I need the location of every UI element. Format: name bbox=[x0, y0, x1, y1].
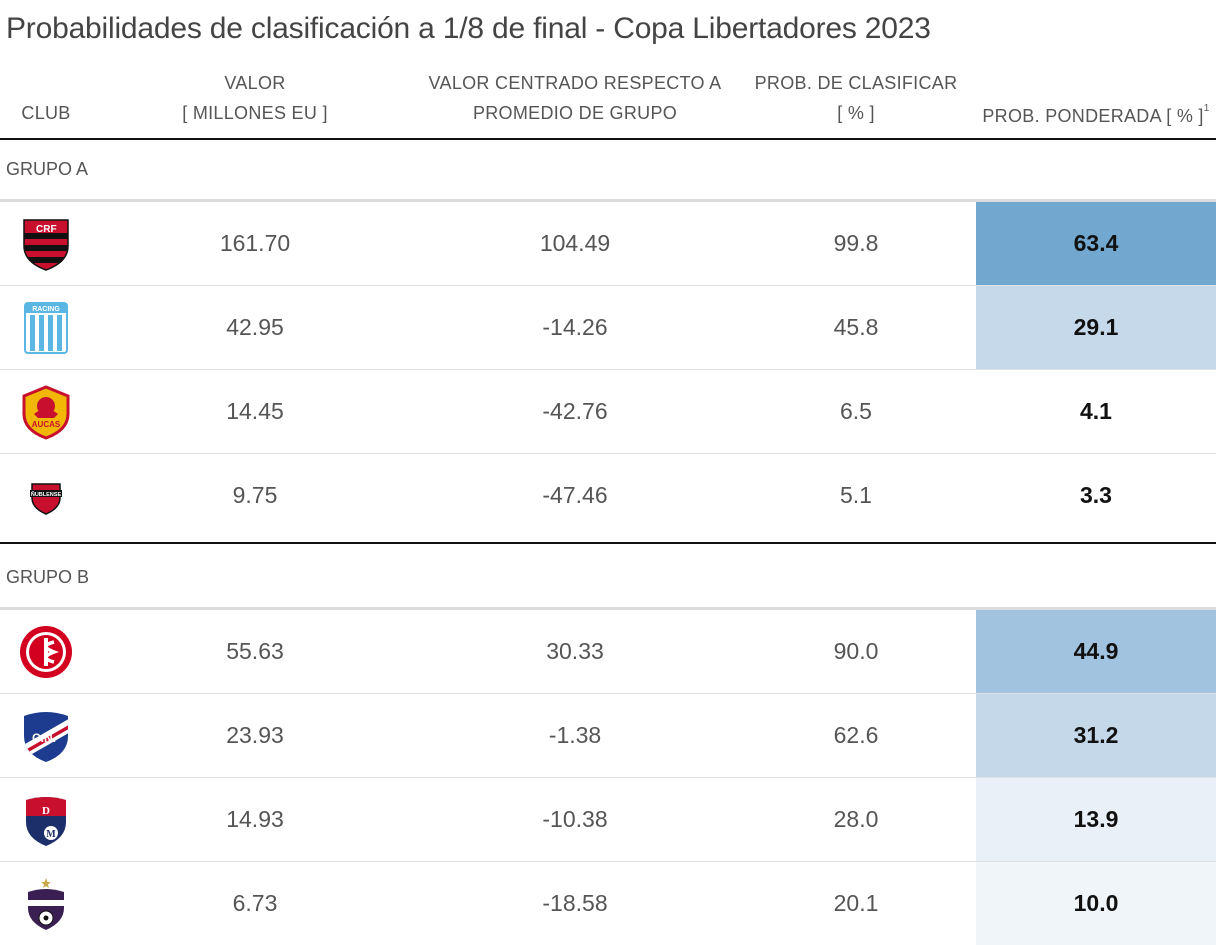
prob-cell: 6.5 bbox=[840, 398, 872, 424]
valor-cell: 14.93 bbox=[226, 806, 284, 832]
valor-cell: 161.70 bbox=[219, 230, 291, 256]
prob-cell: 90.0 bbox=[833, 638, 879, 664]
svg-text:D: D bbox=[42, 805, 50, 817]
flamengo-logo: CRF bbox=[18, 216, 74, 272]
centrado-cell: -18.58 bbox=[542, 890, 608, 916]
ponderada-shade bbox=[976, 202, 1216, 285]
ponderada-cell: 63.4 bbox=[1073, 230, 1119, 256]
header-valor-line1: VALOR bbox=[224, 73, 286, 93]
prob-cell: 20.1 bbox=[833, 890, 879, 916]
prob-cell: 28.0 bbox=[833, 806, 879, 832]
header-prob-line2: [ % ] bbox=[837, 103, 875, 123]
footnote-mark: 1 bbox=[1203, 103, 1210, 114]
table-row: 55.63 30.33 90.0 44.9 bbox=[0, 610, 1216, 694]
group-rule bbox=[0, 607, 1216, 610]
ponderada-cell: 13.9 bbox=[1073, 806, 1119, 832]
centrado-cell: 104.49 bbox=[539, 230, 611, 256]
ponderada-cell: 10.0 bbox=[1073, 890, 1119, 916]
table-row: RACING 42.95 -14.26 45.8 29.1 bbox=[0, 286, 1216, 370]
valor-cell: 23.93 bbox=[226, 722, 284, 748]
centrado-cell: -14.26 bbox=[542, 314, 608, 340]
centrado-cell: -47.46 bbox=[542, 482, 608, 508]
ponderada-shade bbox=[976, 370, 1216, 453]
table-row: AUCAS 14.45 -42.76 6.5 4.1 bbox=[0, 370, 1216, 454]
table-row: C.N. 23.93 -1.38 62.6 31.2 bbox=[0, 694, 1216, 778]
valor-cell: 42.95 bbox=[226, 314, 284, 340]
header-rule bbox=[0, 138, 1216, 140]
group-rule bbox=[0, 199, 1216, 202]
header-centrado-line1: VALOR CENTRADO RESPECTO A bbox=[428, 73, 722, 93]
svg-text:ÑUBLENSE: ÑUBLENSE bbox=[31, 491, 62, 498]
header-prob-line1: PROB. DE CLASIFICAR bbox=[754, 73, 958, 93]
prob-cell: 99.8 bbox=[833, 230, 879, 256]
group-label: GRUPO A bbox=[6, 159, 89, 179]
ponderada-cell: 44.9 bbox=[1073, 638, 1119, 664]
valor-cell: 6.73 bbox=[232, 890, 278, 916]
prob-cell: 5.1 bbox=[840, 482, 872, 508]
centrado-cell: 30.33 bbox=[546, 638, 604, 664]
valor-cell: 9.75 bbox=[232, 482, 278, 508]
prob-cell: 62.6 bbox=[833, 722, 879, 748]
ponderada-cell: 3.3 bbox=[1080, 482, 1112, 508]
ponderada-shade bbox=[976, 286, 1216, 369]
svg-text:CRF: CRF bbox=[36, 224, 57, 235]
svg-text:C.N.: C.N. bbox=[32, 731, 56, 745]
ponderada-cell: 31.2 bbox=[1073, 722, 1119, 748]
page-title: Probabilidades de clasificación a 1/8 de… bbox=[6, 12, 931, 45]
header-ponderada-label: PROB. PONDERADA [ % ] bbox=[982, 106, 1204, 126]
ponderada-shade bbox=[976, 778, 1216, 861]
table-row: D M 14.93 -10.38 28.0 13.9 bbox=[0, 778, 1216, 862]
svg-text:M: M bbox=[46, 829, 56, 840]
header-ponderada: PROB. PONDERADA [ % ]1 bbox=[976, 98, 1216, 131]
table-row: 6.73 -18.58 20.1 10.0 bbox=[0, 862, 1216, 945]
valor-cell: 14.45 bbox=[226, 398, 284, 424]
group-label: GRUPO B bbox=[6, 567, 90, 587]
ponderada-shade bbox=[976, 454, 1216, 537]
valor-cell: 55.63 bbox=[226, 638, 284, 664]
prob-cell: 45.8 bbox=[833, 314, 879, 340]
ponderada-shade bbox=[976, 610, 1216, 693]
header-valor-line2: [ MILLONES EU ] bbox=[182, 103, 328, 123]
racing-logo: RACING bbox=[18, 300, 74, 356]
header-club: CLUB bbox=[21, 103, 71, 123]
table-row: ÑUBLENSE 9.75 -47.46 5.1 3.3 bbox=[0, 454, 1216, 537]
svg-text:AUCAS: AUCAS bbox=[32, 420, 61, 429]
metropolitanos-logo bbox=[18, 876, 74, 932]
table-row: CRF 161.70 104.49 99.8 63.4 bbox=[0, 202, 1216, 286]
centrado-cell: -10.38 bbox=[542, 806, 608, 832]
ponderada-cell: 4.1 bbox=[1080, 398, 1112, 424]
ponderada-cell: 29.1 bbox=[1073, 314, 1119, 340]
centrado-cell: -42.76 bbox=[542, 398, 608, 424]
nublense-logo: ÑUBLENSE bbox=[18, 468, 74, 524]
internacional-logo bbox=[18, 624, 74, 680]
aucas-logo: AUCAS bbox=[18, 384, 74, 440]
group-separator bbox=[0, 542, 1216, 544]
centrado-cell: -1.38 bbox=[548, 722, 602, 748]
header-centrado-line2: PROMEDIO DE GRUPO bbox=[472, 103, 678, 123]
nacional-logo: C.N. bbox=[18, 708, 74, 764]
ponderada-shade bbox=[976, 694, 1216, 777]
svg-text:RACING: RACING bbox=[32, 306, 60, 313]
